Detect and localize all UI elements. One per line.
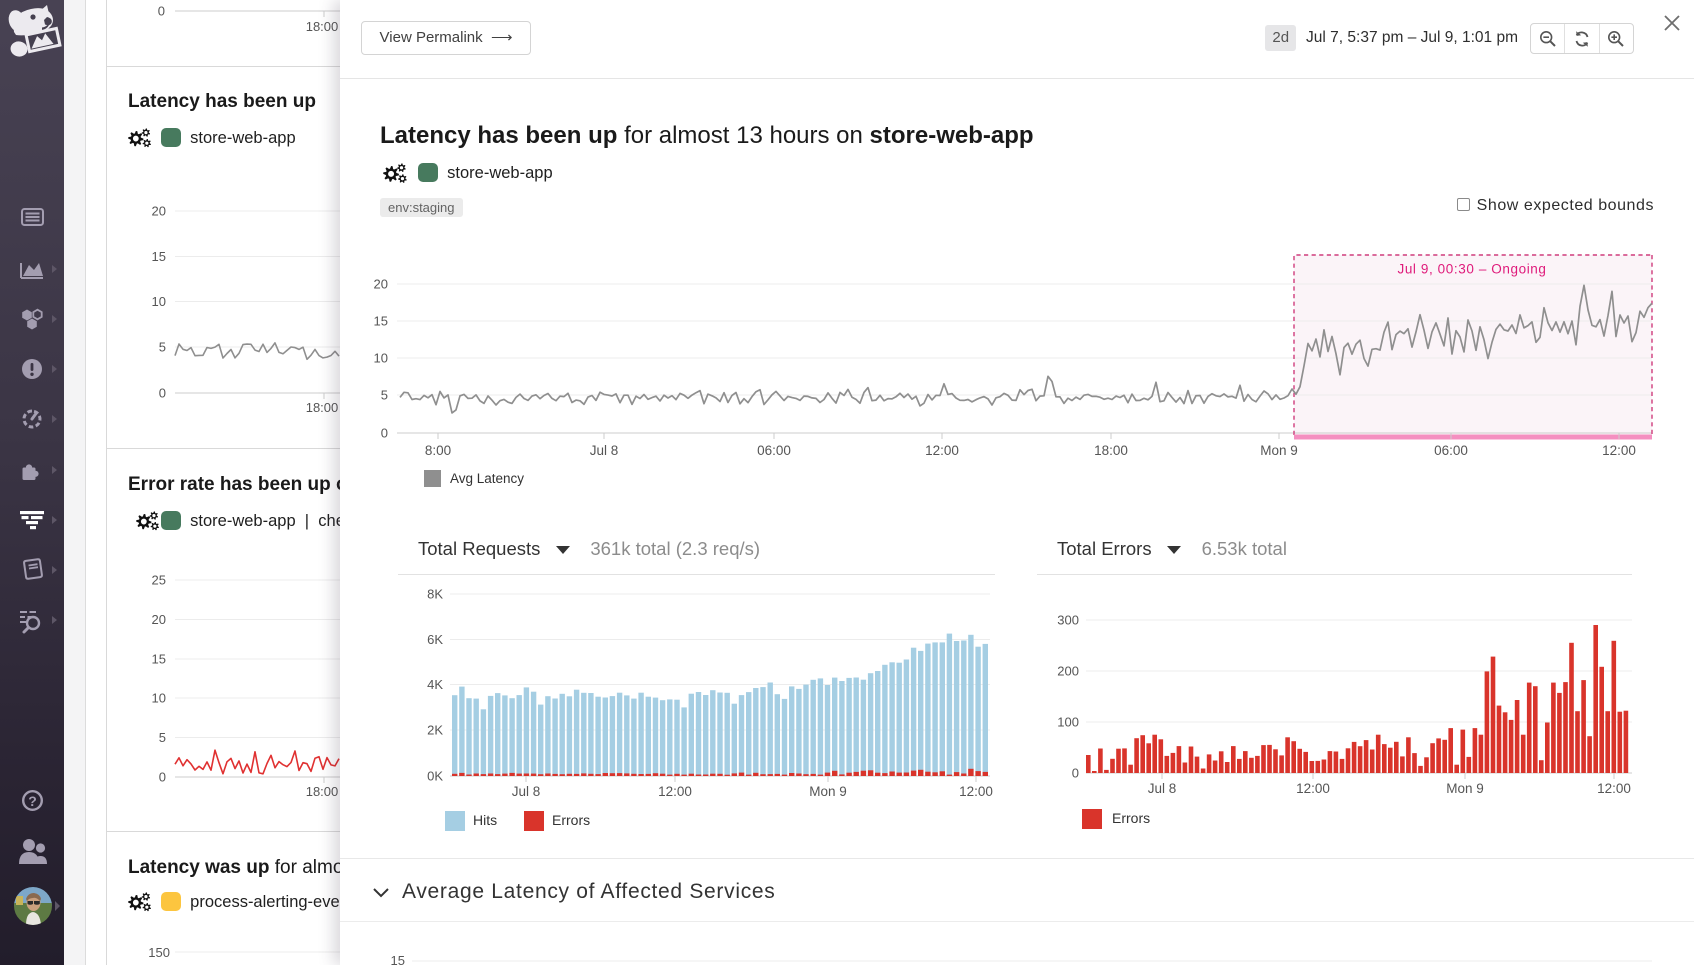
svg-text:0: 0 — [159, 386, 166, 401]
svg-text:2K: 2K — [427, 723, 443, 738]
svg-text:18:00: 18:00 — [306, 19, 339, 34]
svg-text:5: 5 — [159, 340, 166, 355]
svg-text:12:00: 12:00 — [1296, 781, 1330, 796]
svg-text:0: 0 — [1072, 766, 1079, 781]
svg-text:06:00: 06:00 — [1434, 443, 1468, 458]
svg-text:5: 5 — [159, 730, 166, 745]
svg-text:20: 20 — [152, 204, 166, 219]
svg-text:Mon 9: Mon 9 — [809, 784, 847, 799]
svg-text:15: 15 — [374, 314, 388, 329]
svg-text:Jul 9, 00:30 – Ongoing: Jul 9, 00:30 – Ongoing — [1397, 262, 1546, 277]
svg-text:0: 0 — [381, 426, 388, 441]
svg-text:100: 100 — [1057, 715, 1079, 730]
svg-text:5: 5 — [381, 388, 388, 403]
svg-text:200: 200 — [1057, 664, 1079, 679]
svg-text:20: 20 — [152, 612, 166, 627]
svg-text:Avg Latency: Avg Latency — [450, 471, 524, 486]
svg-text:Errors: Errors — [552, 812, 590, 828]
svg-text:12:00: 12:00 — [925, 443, 959, 458]
svg-text:Mon 9: Mon 9 — [1260, 443, 1298, 458]
svg-text:300: 300 — [1057, 613, 1079, 628]
svg-text:Errors: Errors — [1112, 810, 1150, 826]
svg-text:25: 25 — [152, 573, 166, 588]
svg-text:6K: 6K — [427, 632, 443, 647]
svg-text:10: 10 — [152, 691, 166, 706]
svg-text:Hits: Hits — [473, 812, 497, 828]
svg-text:10: 10 — [374, 351, 388, 366]
svg-text:18:00: 18:00 — [306, 784, 339, 799]
svg-text:Mon 9: Mon 9 — [1446, 781, 1484, 796]
svg-text:Jul 8: Jul 8 — [590, 443, 619, 458]
svg-text:4K: 4K — [427, 677, 443, 692]
svg-text:12:00: 12:00 — [959, 784, 993, 799]
svg-text:15: 15 — [152, 249, 166, 264]
svg-text:20: 20 — [374, 277, 388, 292]
svg-text:?: ? — [28, 793, 37, 809]
svg-text:8K: 8K — [427, 587, 443, 602]
svg-text:10: 10 — [152, 294, 166, 309]
svg-text:06:00: 06:00 — [757, 443, 791, 458]
svg-text:12:00: 12:00 — [1602, 443, 1636, 458]
svg-text:18:00: 18:00 — [306, 400, 339, 415]
svg-text:12:00: 12:00 — [1597, 781, 1631, 796]
svg-text:0: 0 — [158, 4, 165, 19]
svg-text:18:00: 18:00 — [1094, 443, 1128, 458]
svg-text:12:00: 12:00 — [658, 784, 692, 799]
svg-text:0K: 0K — [427, 769, 443, 784]
svg-text:0: 0 — [159, 770, 166, 785]
svg-text:15: 15 — [391, 953, 405, 965]
svg-text:Jul 8: Jul 8 — [512, 784, 541, 799]
svg-text:15: 15 — [152, 652, 166, 667]
svg-text:150: 150 — [148, 945, 170, 960]
svg-text:Jul 8: Jul 8 — [1148, 781, 1177, 796]
svg-text:8:00: 8:00 — [425, 443, 451, 458]
